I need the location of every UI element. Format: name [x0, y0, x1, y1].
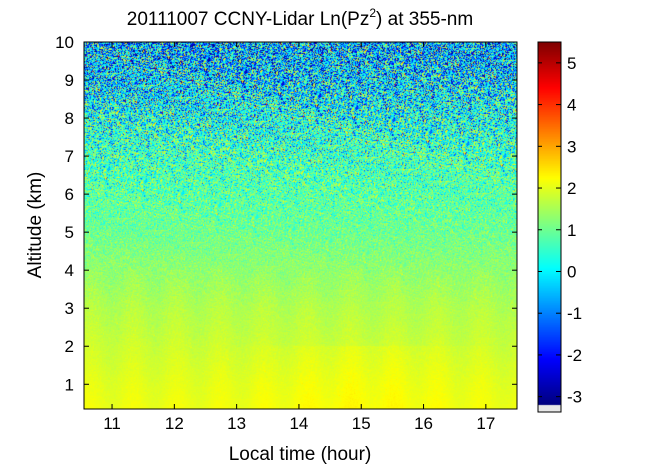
colorbar-tick-label: -3 [567, 388, 582, 407]
colorbar-tick-label: 5 [567, 54, 576, 73]
y-tick-label: 9 [65, 71, 74, 90]
y-axis-label: Altitude (km) [25, 172, 46, 279]
colorbar-tick-label: 2 [567, 179, 576, 198]
colorbar-tick-label: -2 [567, 346, 582, 365]
x-tick-label: 11 [103, 414, 121, 433]
plot-frame [83, 41, 518, 410]
y-tick-label: 4 [65, 261, 74, 280]
y-axis: 1 2 3 4 5 6 7 8 9 10 [55, 33, 517, 394]
y-tick-label: 1 [65, 375, 74, 394]
colorbar-gradient [538, 42, 561, 412]
x-tick-label: 15 [352, 414, 371, 433]
colorbar-tick-label: -1 [567, 304, 582, 323]
chart-title: 20111007 CCNY-Lidar Ln(Pz2) at 355-nm [127, 6, 473, 30]
x-tick-label: 16 [414, 414, 433, 433]
y-tick-label: 8 [65, 109, 74, 128]
y-tick-label: 3 [65, 299, 74, 318]
y-tick-label: 7 [65, 147, 74, 166]
colorbar-frame [537, 41, 562, 413]
colorbar-tick-label: 3 [567, 137, 576, 156]
colorbar-tick-label: 4 [567, 96, 576, 115]
y-tick-label: 6 [65, 185, 74, 204]
y-tick-label: 10 [55, 33, 74, 52]
x-tick-label: 17 [476, 414, 495, 433]
colorbar-tick-label: 1 [567, 221, 576, 240]
y-tick-label: 5 [65, 223, 74, 242]
heatmap-plot-area [83, 41, 518, 410]
x-axis-label: Local time (hour) [229, 444, 372, 465]
x-tick-label: 14 [289, 414, 308, 433]
colorbar-tick-label: 0 [567, 262, 576, 281]
x-tick-label: 12 [165, 414, 184, 433]
x-axis: 11 12 13 14 15 16 17 [103, 42, 495, 433]
x-tick-label: 13 [227, 414, 246, 433]
y-tick-label: 2 [65, 337, 74, 356]
colorbar: 5 4 3 2 1 0 -1 -2 -3 [537, 41, 582, 413]
heatmap-canvas [84, 42, 517, 409]
